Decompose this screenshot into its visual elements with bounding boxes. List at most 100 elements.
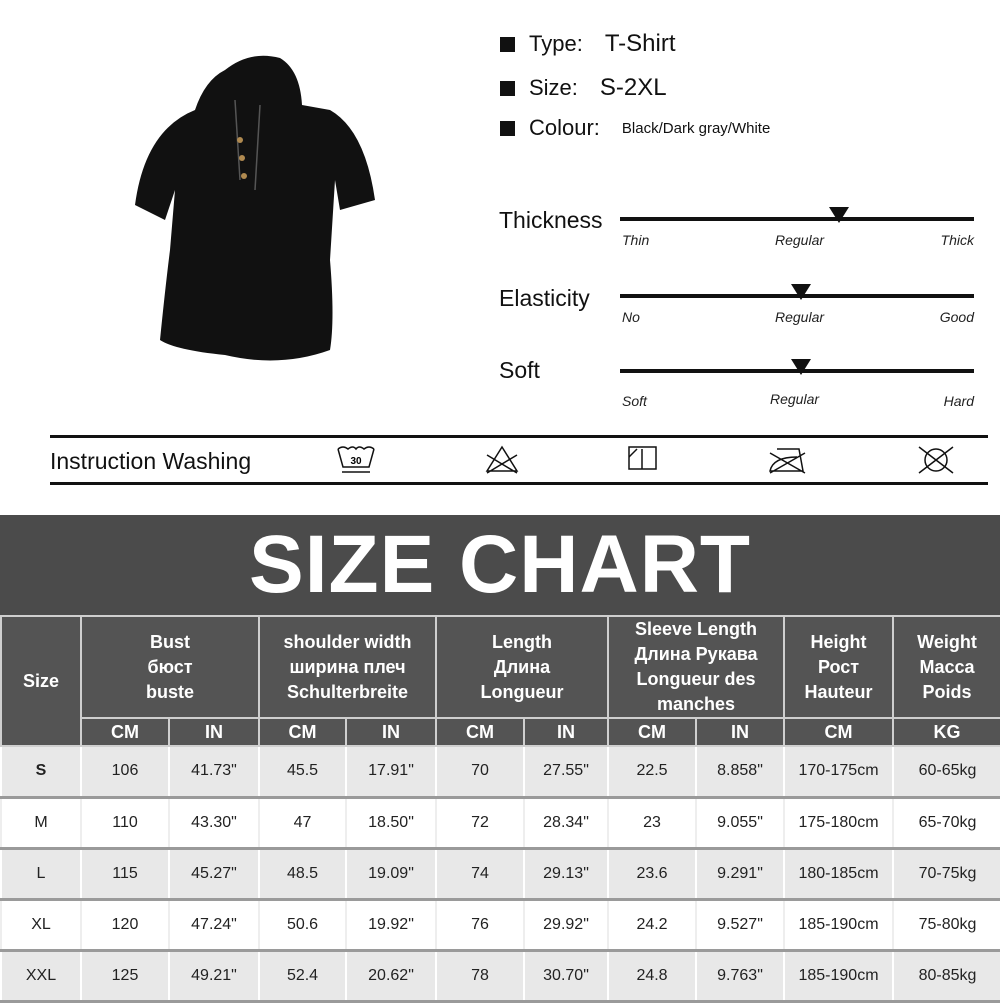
column-group-header: shoulder width ширина плеч Schulterbreite (258, 615, 438, 719)
table-cell: 185-190cm (783, 950, 894, 1003)
table-cell: 45.5 (258, 746, 347, 799)
hooded-tshirt-image (135, 55, 375, 361)
header-line: Macca (919, 656, 975, 677)
table-cell: 9.527" (695, 899, 785, 952)
unit-header: CM (783, 717, 895, 747)
table-cell: 78 (435, 950, 525, 1003)
slider-marker-icon (790, 284, 811, 300)
bullet-icon (500, 80, 515, 96)
unit-header: IN (167, 717, 261, 747)
table-cell: 120 (80, 899, 169, 952)
unit-header: CM (607, 717, 698, 747)
unit-header: CM (80, 717, 170, 747)
header-line: shoulder width (283, 631, 412, 652)
header-line: Длина Рукава (634, 644, 758, 664)
table-cell: 47 (258, 797, 347, 850)
header-line: бюст (147, 656, 193, 677)
slider-min-label: No (622, 309, 640, 325)
table-cell: 27.55" (523, 746, 609, 799)
header-line: Height (810, 631, 867, 652)
slider-max-label: Hard (943, 393, 974, 409)
table-cell: 106 (80, 746, 169, 799)
table-cell: 115 (80, 848, 169, 901)
slider-track (620, 217, 974, 221)
attribute-1: Size: S-2XL (500, 74, 667, 102)
size-chart-title: SIZE CHART (0, 515, 1000, 615)
header-line: Bust (150, 631, 190, 652)
header-line: Длина (493, 656, 551, 677)
svg-text:30: 30 (350, 456, 362, 467)
attribute-value: Black/Dark gray/White (621, 119, 771, 137)
table-cell: 23.6 (607, 848, 697, 901)
table-cell: 22.5 (607, 746, 697, 799)
header-line: Poids (922, 681, 972, 702)
size-cell: M (0, 797, 81, 850)
divider (50, 482, 988, 485)
table-cell: 49.21" (167, 950, 260, 1003)
table-cell: 30.70" (523, 950, 609, 1003)
table-cell: 18.50" (345, 797, 437, 850)
table-cell: 19.09" (345, 848, 437, 901)
size-chart-table: Size Bust бюст buste shoulder width ширина пл… (0, 615, 1000, 1003)
table-cell: 41.73" (167, 746, 260, 799)
do-not-iron-icon (769, 448, 806, 474)
slider-mid-label: Regular (775, 232, 825, 248)
slider-min-label: Thin (622, 232, 650, 248)
table-cell: 60-65kg (892, 746, 1000, 799)
table-cell: 29.92" (523, 899, 609, 952)
table-cell: 9.763" (695, 950, 785, 1003)
bullet-icon (500, 36, 515, 52)
table-cell: 50.6 (258, 899, 347, 952)
attribute-0: Type: T-Shirt (500, 30, 676, 58)
table-cell: 8.858" (695, 746, 785, 799)
washing-label: Instruction Washing (50, 448, 252, 474)
header-line: ширина плеч (289, 656, 406, 677)
table-cell: 70-75kg (892, 848, 1000, 901)
slider-label: Soft (499, 357, 540, 383)
header-line: Sleeve Length (634, 619, 758, 639)
table-cell: 52.4 (258, 950, 347, 1003)
unit-header: IN (523, 717, 610, 747)
table-cell: 74 (435, 848, 525, 901)
table-cell: 45.27" (167, 848, 260, 901)
table-cell: 19.92" (345, 899, 437, 952)
header-line: Longueur des (636, 669, 756, 689)
table-cell: 9.055" (695, 797, 785, 850)
table-cell: 175-180cm (783, 797, 894, 850)
table-cell: 70 (435, 746, 525, 799)
dry-flat-icon (628, 446, 657, 470)
table-cell: 9.291" (695, 848, 785, 901)
table-row: XL 120 47.24" 50.6 19.92" 76 29.92" 24.2 9.527" 1… (0, 899, 1000, 952)
unit-header: KG (892, 717, 1000, 747)
unit-header: CM (435, 717, 526, 747)
header-line: Longueur (480, 681, 564, 702)
table-cell: 110 (80, 797, 169, 850)
table-cell: 47.24" (167, 899, 260, 952)
unit-header: IN (345, 717, 438, 747)
table-cell: 170-175cm (783, 746, 894, 799)
slider-label: Thickness (499, 207, 603, 233)
attribute-label: Type: (529, 31, 583, 56)
table-row: L 115 45.27" 48.5 19.09" 74 29.13" 23.6 9.291" 18… (0, 848, 1000, 901)
table-cell: 180-185cm (783, 848, 894, 901)
table-cell: 48.5 (258, 848, 347, 901)
divider (50, 435, 988, 438)
slider-max-label: Thick (940, 232, 974, 248)
machine-wash-30-icon: 30 (337, 446, 375, 473)
table-cell: 185-190cm (783, 899, 894, 952)
bullet-icon (500, 120, 515, 136)
size-cell: XXL (0, 950, 81, 1003)
slider-label: Elasticity (499, 285, 590, 311)
table-cell: 65-70kg (892, 797, 1000, 850)
slider-mid-label: Regular (775, 309, 825, 325)
header-line: Length (492, 631, 553, 652)
header-line: Weight (917, 631, 977, 652)
size-cell: L (0, 848, 81, 901)
table-row: XXL 125 49.21" 52.4 20.62" 78 30.70" 24.8 9.763"… (0, 950, 1000, 1003)
slider-min-label: Soft (622, 393, 647, 409)
table-cell: 75-80kg (892, 899, 1000, 952)
table-cell: 76 (435, 899, 525, 952)
do-not-bleach-icon (485, 445, 519, 474)
column-group-header: Weight Macca Poids (892, 615, 1000, 719)
size-header: Size (0, 615, 82, 747)
